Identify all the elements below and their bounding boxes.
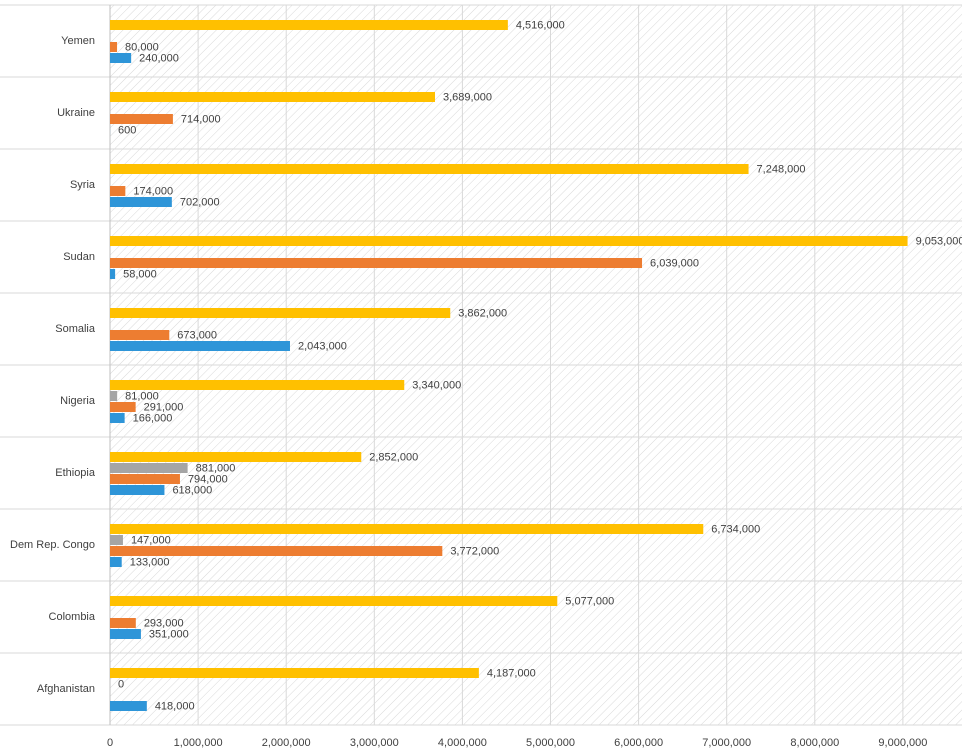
bar (110, 402, 136, 412)
bar (110, 413, 125, 423)
bar (110, 557, 122, 567)
bar (110, 341, 290, 351)
bar (110, 535, 123, 545)
data-label: 81,000 (125, 390, 159, 402)
data-label: 702,000 (180, 196, 220, 208)
bar (110, 485, 165, 495)
y-tick-label: Ethiopia (55, 467, 96, 479)
data-label: 714,000 (181, 113, 221, 125)
x-tick-label: 4,000,000 (438, 737, 487, 749)
data-label: 3,772,000 (450, 545, 499, 557)
data-label: 2,043,000 (298, 340, 347, 352)
data-label: 147,000 (131, 534, 171, 546)
x-tick-label: 2,000,000 (262, 737, 311, 749)
data-label: 5,077,000 (565, 595, 614, 607)
bar (110, 114, 173, 124)
y-tick-label: Dem Rep. Congo (10, 539, 95, 551)
data-label: 2,852,000 (369, 451, 418, 463)
data-label: 4,187,000 (487, 667, 536, 679)
data-label: 0 (118, 678, 124, 690)
bar (110, 701, 147, 711)
bar (110, 380, 405, 390)
data-label: 7,248,000 (757, 163, 806, 175)
bar (110, 308, 451, 318)
data-label: 133,000 (130, 556, 170, 568)
bar (110, 452, 362, 462)
bar (110, 197, 172, 207)
x-tick-label: 9,000,000 (878, 737, 927, 749)
bar (110, 546, 443, 556)
data-label: 6,734,000 (711, 523, 760, 535)
bar (110, 92, 436, 102)
bar (110, 186, 126, 196)
data-label: 291,000 (144, 401, 184, 413)
data-label: 418,000 (155, 700, 195, 712)
y-tick-label: Somalia (55, 323, 96, 335)
x-tick-label: 3,000,000 (350, 737, 399, 749)
x-tick-label: 6,000,000 (614, 737, 663, 749)
bar (110, 474, 180, 484)
bar (110, 668, 479, 678)
data-label: 3,689,000 (443, 91, 492, 103)
data-label: 3,340,000 (412, 379, 461, 391)
data-label: 3,862,000 (458, 307, 507, 319)
data-label: 9,053,000 (916, 235, 962, 247)
bar (110, 269, 116, 279)
data-label: 673,000 (177, 329, 217, 341)
bar (110, 618, 136, 628)
data-label: 174,000 (133, 185, 173, 197)
bar (110, 20, 508, 30)
data-label: 794,000 (188, 473, 228, 485)
data-label: 240,000 (139, 52, 179, 64)
data-label: 351,000 (149, 628, 189, 640)
bar (110, 330, 170, 340)
data-label: 80,000 (125, 41, 159, 53)
x-tick-label: 5,000,000 (526, 737, 575, 749)
data-label: 600 (118, 124, 136, 136)
data-label: 166,000 (133, 412, 173, 424)
x-tick-label: 8,000,000 (790, 737, 839, 749)
bar (110, 164, 749, 174)
data-label: 6,039,000 (650, 257, 699, 269)
data-label: 58,000 (123, 268, 157, 280)
bar (110, 258, 643, 268)
y-tick-label: Afghanistan (37, 683, 95, 695)
bar (110, 42, 118, 52)
y-tick-label: Nigeria (60, 395, 96, 407)
data-label: 618,000 (172, 484, 212, 496)
y-tick-label: Ukraine (57, 107, 95, 119)
y-tick-label: Syria (70, 179, 96, 191)
x-tick-label: 1,000,000 (174, 737, 223, 749)
bar (110, 524, 704, 534)
bar (110, 236, 908, 246)
y-tick-label: Yemen (61, 35, 95, 47)
bar (110, 596, 558, 606)
data-label: 4,516,000 (516, 19, 565, 31)
bar (110, 391, 118, 401)
x-tick-label: 7,000,000 (702, 737, 751, 749)
bar (110, 629, 141, 639)
y-tick-label: Colombia (49, 611, 96, 623)
x-tick-label: 0 (107, 737, 113, 749)
bar (110, 53, 132, 63)
data-label: 881,000 (196, 462, 236, 474)
bar (110, 463, 188, 473)
data-label: 293,000 (144, 617, 184, 629)
y-tick-label: Sudan (63, 251, 95, 263)
